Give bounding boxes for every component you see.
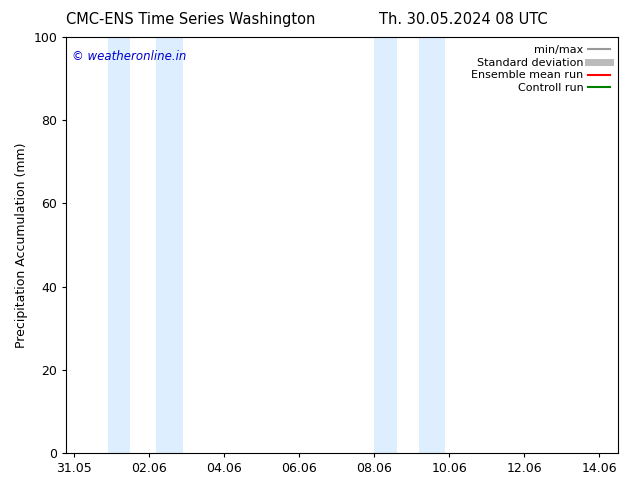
Text: Th. 30.05.2024 08 UTC: Th. 30.05.2024 08 UTC [378,12,547,27]
Bar [374,37,397,453]
Y-axis label: Precipitation Accumulation (mm): Precipitation Accumulation (mm) [15,142,28,348]
Bar [419,37,445,453]
Bar [108,37,130,453]
Text: CMC-ENS Time Series Washington: CMC-ENS Time Series Washington [65,12,315,27]
Legend: min/max, Standard deviation, Ensemble mean run, Controll run: min/max, Standard deviation, Ensemble me… [467,41,614,98]
Text: © weatheronline.in: © weatheronline.in [72,49,186,63]
Bar [157,37,183,453]
